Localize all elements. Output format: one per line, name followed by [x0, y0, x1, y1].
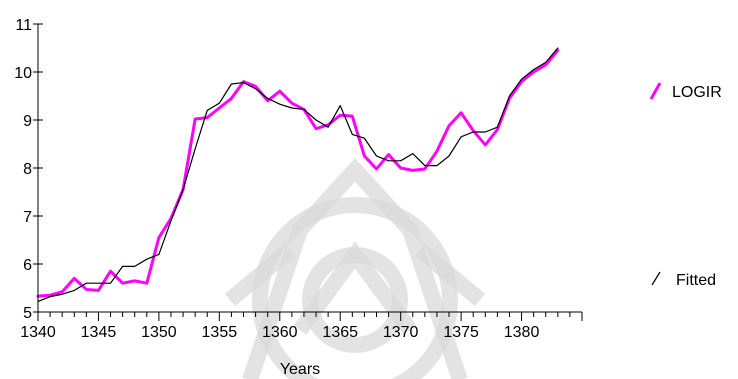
x-tick-label: 1355: [202, 324, 238, 341]
x-tick-label: 1345: [81, 324, 117, 341]
legend: LOGIR Fitted: [649, 82, 722, 289]
legend-swatch-logir: [649, 82, 662, 100]
legend-label-fitted: Fitted: [676, 272, 716, 289]
legend-item-fitted: Fitted: [651, 271, 716, 289]
y-axis: 5 6 7 8 9 10 11: [14, 17, 43, 322]
x-tick-label: 1350: [141, 324, 177, 341]
legend-item-logir: LOGIR: [649, 82, 722, 101]
y-tick-label: 8: [23, 161, 32, 178]
series-line-logir: [36, 48, 560, 298]
x-tick-label: 1340: [20, 324, 56, 341]
x-axis-title: Years: [280, 361, 320, 378]
series-line-fitted: [37, 47, 559, 303]
x-tick-label: 1375: [443, 324, 479, 341]
y-tick-label: 10: [14, 65, 32, 82]
x-tick-label: 1380: [504, 324, 540, 341]
x-axis: 1340 1345 1350 1355 1360 1365 1370 1375 1380: [20, 311, 583, 341]
y-tick-label: 9: [23, 113, 32, 130]
y-tick-label: 6: [23, 257, 32, 274]
y-tick-label: 11: [15, 17, 32, 34]
x-tick-label: 1365: [322, 324, 358, 341]
legend-label-logir: LOGIR: [672, 84, 722, 101]
x-tick-label: 1360: [262, 324, 298, 341]
legend-swatch-fitted: [651, 271, 661, 286]
watermark-ornament: [224, 158, 486, 379]
x-tick-label: 1370: [383, 324, 419, 341]
y-tick-label: 5: [23, 305, 32, 322]
plot-area: [36, 47, 560, 303]
y-tick-label: 7: [23, 209, 32, 226]
